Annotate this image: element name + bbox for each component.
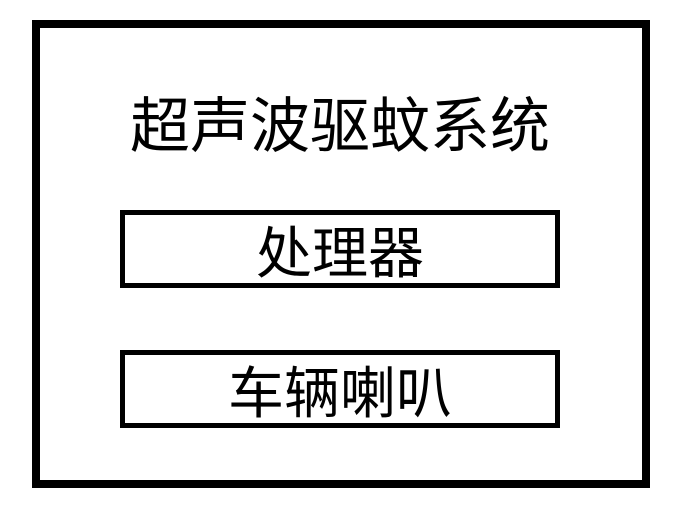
- block-processor-label: 处理器: [256, 209, 424, 290]
- block-vehicle-horn: 车辆喇叭: [120, 350, 560, 428]
- diagram-title: 超声波驱蚊系统: [90, 78, 590, 165]
- block-processor: 处理器: [120, 210, 560, 288]
- block-vehicle-horn-label: 车辆喇叭: [228, 349, 452, 430]
